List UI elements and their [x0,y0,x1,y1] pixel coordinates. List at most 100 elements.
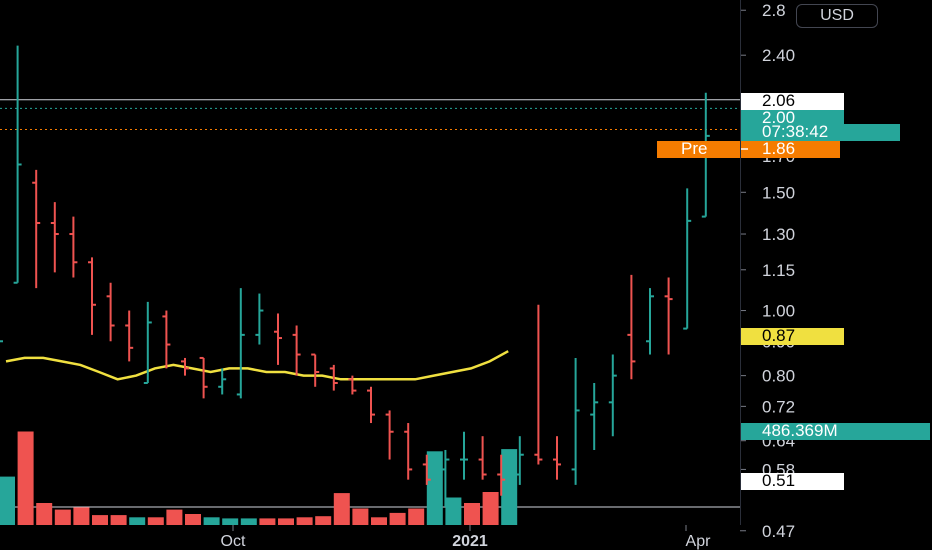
ohlc-bar [367,386,375,424]
volume-bar [259,518,276,525]
price-axis[interactable]: 2.82.402.061.701.501.301.151.000.900.800… [740,1,795,541]
volume-bar [92,515,108,525]
ohlc-bar [0,340,3,343]
y-tick-label: 2.40 [762,46,795,65]
volume-bar [296,517,313,525]
ohlc-bar [329,364,338,391]
ohlc-bar [441,449,450,507]
ohlc-bar [106,282,115,342]
ohlc-bar [218,368,227,395]
volume-bar [240,518,257,525]
ohlc-bar [236,288,245,399]
volume-bar [482,492,499,525]
volume-bar [426,451,443,525]
ohlc-bar [627,274,636,380]
ohlc-bar [69,216,78,278]
ohlc-bar [590,383,599,450]
ohlc-bar [181,357,189,376]
premarket-value: 1.86 [762,139,795,158]
volume-tag: 486.369M [740,421,930,440]
x-tick-label: Oct [221,533,246,550]
ohlc-bar [292,325,301,376]
ohlc-bar [143,301,152,385]
volume-bar [278,518,294,525]
ohlc-bar [497,454,506,496]
ohlc-bar [515,436,524,485]
volume-bar [185,514,201,525]
volume-bar [352,508,369,525]
volume-bar [73,507,90,525]
ohlc-bar [125,310,134,362]
moving-average-tag: 0.87 [740,326,844,345]
volume-bar [389,512,406,525]
volume-bar [371,517,387,525]
ohlc-bar [348,375,357,395]
ohlc-bar [664,277,673,355]
axis-separator [740,0,741,525]
x-tick-label: Apr [686,533,712,550]
premarket-tag: Pre 1.86 [657,139,840,158]
volume-bar [110,515,127,525]
y-tick-label: 0.80 [762,367,795,386]
ohlc-bar [50,202,59,273]
volume-bar [203,517,220,525]
ohlc-bar [553,436,561,480]
volume-bar [501,449,518,525]
ohlc-bar [683,188,692,330]
y-tick-label: 0.72 [762,397,795,416]
currency-button[interactable]: USD [796,4,878,28]
volume-bar [464,503,480,525]
last-price-tag: 2.00 [740,108,844,127]
svg-text:0.87: 0.87 [762,326,795,345]
ohlc-bar [460,431,468,480]
horizontal-lines [0,99,740,508]
ohlc-bar [534,304,543,465]
volume-bar [166,509,183,525]
ohlc-bar [88,257,96,335]
countdown-tag: 07:38:42 [740,122,900,141]
y-tick-label: 0.47 [762,522,795,541]
ohlc-bars [0,45,710,507]
y-tick-label: 1.50 [762,183,795,202]
moving-average-line [5,350,509,381]
volume-bar [222,518,239,525]
y-tick-label: 2.8 [762,1,786,20]
premarket-label: Pre [681,139,707,158]
volume-histogram [0,431,518,525]
ohlc-bar [199,356,208,399]
ohlc-bar [32,169,41,289]
x-tick-label: 2021 [452,533,488,550]
moving-average-path [5,350,509,381]
ohlc-bar [274,313,282,365]
time-axis[interactable]: Oct 2021 Apr [221,525,712,550]
volume-bar [129,517,146,525]
volume-bar [333,493,350,525]
ohlc-bar [422,454,431,485]
volume-bar [36,503,53,525]
ohlc-bar [478,436,487,480]
svg-text:07:38:42: 07:38:42 [762,122,828,141]
ohlc-bar [13,45,22,284]
y-tick-label: 1.15 [762,261,795,280]
y-tick-label: 1.30 [762,225,795,244]
ohlc-bar [311,353,320,387]
svg-text:486.369M: 486.369M [762,421,838,440]
svg-text:2.00: 2.00 [762,108,795,127]
svg-text:2.06: 2.06 [762,91,795,110]
ohlc-bar [385,410,394,460]
volume-bar [0,476,15,525]
ohlc-bar [162,310,171,369]
ohlc-bar [255,293,264,345]
volume-bar [408,508,425,525]
volume-bar [315,516,332,525]
volume-bar [17,431,34,525]
low-line-tag: 0.51 [740,471,844,490]
high-line-tag: 2.06 [740,91,844,110]
ohlc-bar [646,288,654,355]
volume-bar [445,497,462,525]
ohlc-bar [608,354,617,437]
volume-bar [54,509,71,525]
svg-text:0.51: 0.51 [762,471,795,490]
